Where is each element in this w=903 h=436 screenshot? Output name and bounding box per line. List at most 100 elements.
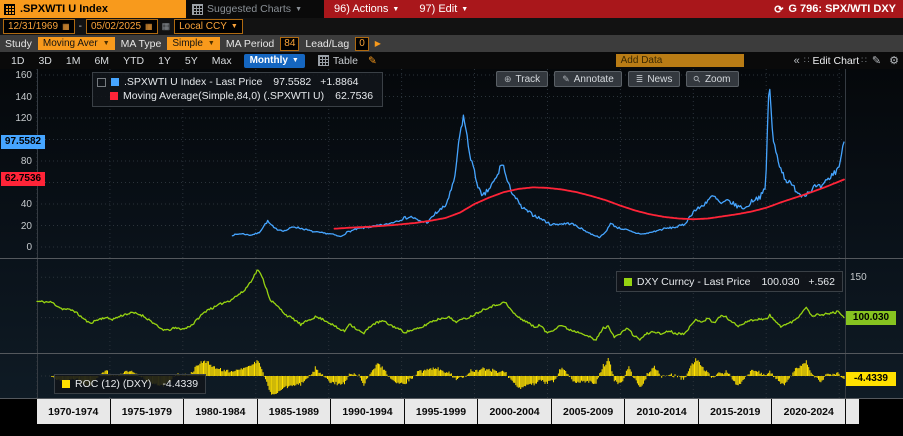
table-icon (317, 55, 329, 66)
tab-5y[interactable]: 5Y (184, 54, 198, 67)
chevron-down-icon: ▼ (392, 5, 400, 13)
main-y-tick: 40 (20, 199, 32, 210)
tab-1d[interactable]: 1D (11, 54, 25, 67)
legend-spxwti[interactable]: .SPXWTI U Index - Last Price 97.5582 +1.… (97, 75, 373, 89)
news-button[interactable]: ≣ News (627, 71, 681, 87)
x-axis-label: 2010-2014 (625, 399, 698, 424)
spxwti-series-swatch (111, 78, 119, 86)
annotate-pencil-icon[interactable]: ✎ (871, 55, 882, 67)
legend-moving-average[interactable]: Moving Average(Simple,84,0) (.SPXWTI U) … (97, 89, 373, 103)
draw-pencil-icon[interactable]: ✎ (367, 54, 377, 67)
zoom-magnifier-icon: ⚲ (691, 72, 704, 85)
drag-handle-icon: ∷ (861, 55, 868, 65)
calendar-icon: ▦ (145, 22, 153, 31)
x-axis-label: 2015-2019 (698, 399, 772, 424)
chevron-down-icon: ▼ (295, 5, 302, 13)
tab-max[interactable]: Max (211, 54, 232, 67)
legend-toggle-icon[interactable] (97, 77, 106, 87)
tab-ytd[interactable]: YTD (123, 54, 145, 67)
study-select[interactable]: Moving Aver ▼ (37, 37, 115, 50)
leadlag-label: Lead/Lag (305, 37, 350, 50)
main-y-tick: 0 (26, 242, 32, 253)
date-to-input[interactable]: 05/02/2025 ▦ (85, 19, 158, 34)
main-y-tick: 80 (20, 156, 32, 167)
chevron-down-icon: ▼ (207, 40, 215, 47)
annotate-pencil-icon: ✎ (562, 73, 570, 84)
main-y-tick: 160 (15, 70, 32, 81)
ma-type-select[interactable]: Simple ▼ (167, 37, 220, 50)
tab-6m[interactable]: 6M (94, 54, 110, 67)
security-name: .SPXWTI U Index (20, 3, 109, 15)
chevron-down-icon: ▼ (291, 57, 299, 64)
roc-series-swatch (62, 380, 70, 388)
menu-strip: 96) Actions ▼ 97) Edit ▼ ⟳ G 796: SPX/WT… (324, 0, 903, 18)
date-from-input[interactable]: 12/31/1969 ▦ (3, 19, 75, 34)
security-grid-icon (4, 3, 15, 15)
x-axis-label: 1985-1989 (257, 399, 331, 424)
tab-1y[interactable]: 1Y (158, 54, 171, 67)
currency-select[interactable]: Local CCY ▼ (174, 19, 243, 34)
news-lines-icon: ≣ (635, 73, 644, 84)
x-axis-label-stub (846, 399, 860, 424)
x-axis: 1970-1974 1975-1979 1980-1984 1985-1989 1990… (37, 399, 860, 424)
main-legend: .SPXWTI U Index - Last Price 97.5582 +1.… (92, 72, 384, 107)
date-range-dash: - (78, 21, 82, 32)
moving-average-badge: 62.7536 (1, 172, 45, 186)
main-y-tick: 140 (15, 91, 32, 103)
expand-arrow-icon[interactable]: ▶ (374, 39, 381, 48)
ma-period-label: MA Period (225, 37, 275, 50)
chevron-down-icon: ▼ (102, 40, 110, 47)
chevron-down-icon: ▼ (461, 5, 469, 13)
actions-menu[interactable]: 96) Actions ▼ (334, 3, 400, 15)
tab-3d[interactable]: 3D (38, 54, 52, 67)
roc-legend[interactable]: ROC (12) (DXY) -4.4339 (54, 374, 207, 394)
annotate-button[interactable]: ✎ Annotate (554, 71, 622, 87)
chart-grid-icon (192, 3, 203, 15)
tab-1m[interactable]: 1M (65, 54, 81, 67)
drag-handle-icon: ∷ (803, 55, 811, 65)
calendar-icon: ▦ (62, 22, 70, 31)
x-axis-label: 1980-1984 (184, 399, 257, 424)
spxwti-last-price-badge: 97.5582 (1, 135, 45, 149)
suggested-charts-button[interactable]: Suggested Charts ▼ (186, 0, 324, 18)
refresh-icon: ⟳ (774, 3, 784, 16)
track-crosshair-icon: ⊕ (504, 73, 512, 84)
period-dropdown[interactable]: Monthly ▼ (243, 53, 305, 68)
date-range-bar: 12/31/1969 ▦ - 05/02/2025 ▦ ▦ Local CCY … (0, 18, 903, 35)
edit-chart-button[interactable]: Edit Chart (812, 54, 860, 67)
chevron-down-icon: ▼ (230, 23, 238, 30)
chart-toolbar: ⊕ Track ✎ Annotate ≣ News ⚲ Zoom (496, 71, 739, 87)
dxy-last-price-badge: 100.030 (846, 311, 896, 325)
security-field[interactable]: .SPXWTI U Index (0, 0, 186, 18)
table-button[interactable]: Table (310, 55, 366, 67)
dxy-legend[interactable]: DXY Curncy - Last Price 100.030 +.562 (615, 271, 843, 292)
chart-area[interactable]: 160140120100806040200 97.5582 62.7536 .S… (0, 69, 903, 399)
ma-series-swatch (110, 92, 118, 100)
x-axis-label: 1970-1974 (37, 399, 110, 424)
dxy-y-tick: 150 (850, 272, 867, 283)
edit-menu[interactable]: 97) Edit ▼ (419, 3, 469, 15)
leadlag-input[interactable]: 0 (355, 36, 369, 51)
dxy-series-swatch (623, 277, 632, 286)
x-axis-label: 1975-1979 (110, 399, 184, 424)
period-grid-icon[interactable]: ▦ (161, 21, 171, 31)
ma-period-input[interactable]: 84 (280, 36, 300, 51)
add-data-input[interactable]: Add Data (615, 54, 744, 67)
settings-gear-icon[interactable]: ⚙ (889, 55, 899, 67)
x-axis-label: 1990-1994 (331, 399, 404, 424)
x-axis-label: 2005-2009 (551, 399, 625, 424)
study-label: Study (5, 37, 32, 50)
x-axis-label: 1995-1999 (404, 399, 478, 424)
roc-last-value-badge: -4.4339 (846, 372, 896, 386)
range-tab-bar: 1D 3D 1M 6M YTD 1Y 5Y Max Monthly ▼ Tabl… (0, 52, 903, 69)
page-title: ⟳ G 796: SPX/WTI DXY (774, 3, 896, 16)
zoom-button[interactable]: ⚲ Zoom (686, 71, 739, 87)
ma-type-label: MA Type (120, 37, 162, 50)
title-bar: .SPXWTI U Index Suggested Charts ▼ 96) A… (0, 0, 903, 18)
x-axis-label: 2000-2004 (478, 399, 551, 424)
main-y-tick: 20 (20, 220, 32, 232)
collapse-panel-icon[interactable]: « (793, 54, 800, 67)
price-chart-svg[interactable] (0, 69, 903, 399)
track-button[interactable]: ⊕ Track (496, 71, 549, 87)
